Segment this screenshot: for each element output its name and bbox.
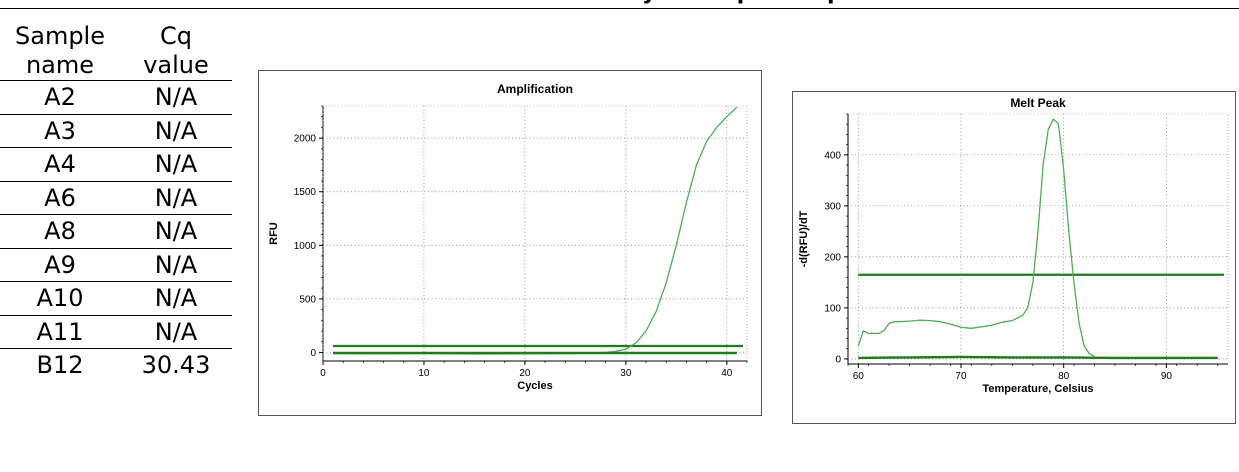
melt-peak-y-tick-label: 0 <box>835 354 841 365</box>
amplification-title: Amplification <box>497 82 573 96</box>
amplification-plot-frame <box>322 105 748 362</box>
amplification-y-tick-label: 1500 <box>294 187 317 198</box>
amplification-y-tick-label: 1000 <box>294 241 317 252</box>
amplification-x-tick-label: 20 <box>519 368 531 379</box>
page-heading: ssual RT-PCR data analysis in qPCR repor… <box>0 0 1239 9</box>
sample-name-cell: A10 <box>0 281 120 316</box>
cq-value-cell: N/A <box>120 80 232 115</box>
table-header-row: Sample name Cq value <box>0 22 232 81</box>
sample-name-cell: A3 <box>0 114 120 148</box>
sample-name-cell: A6 <box>0 181 120 215</box>
table-row: A11 N/A <box>0 315 232 349</box>
cq-value-cell: N/A <box>120 281 232 316</box>
sample-name-cell: A8 <box>0 214 120 249</box>
cq-value-cell: N/A <box>120 248 232 282</box>
column-header-cq-value: Cq value <box>120 22 232 81</box>
sample-name-cell: A11 <box>0 315 120 349</box>
cq-value-cell: N/A <box>120 147 232 182</box>
table-row: A4 N/A <box>0 147 232 182</box>
cq-value-cell: N/A <box>120 315 232 349</box>
amplification-y-tick-label: 0 <box>310 348 316 359</box>
table-row: A9 N/A <box>0 248 232 282</box>
table-row: A2 N/A <box>0 80 232 115</box>
melt-peak-x-tick-label: 90 <box>1161 371 1173 382</box>
melt-peak-y-tick-label: 100 <box>824 303 841 314</box>
sample-name-cell: B12 <box>36 351 84 380</box>
amplification-y-axis-label: RFU <box>268 222 280 245</box>
table-row: A10 N/A <box>0 281 232 316</box>
sample-name-cell: A2 <box>0 80 120 115</box>
melt-peak-x-tick-label: 60 <box>853 371 865 382</box>
table-row: B12 30.43 <box>0 349 232 382</box>
amplification-y-tick-label: 2000 <box>294 134 317 145</box>
melt-peak-y-tick-label: 300 <box>824 201 841 212</box>
table-row: A8 N/A <box>0 214 232 249</box>
melt-peak-baseline-series <box>858 355 1218 360</box>
melt-peak-x-tick-label: 70 <box>955 371 967 382</box>
amplification-x-tick-label: 10 <box>418 368 430 379</box>
sample-name-cell: A4 <box>0 147 120 182</box>
cq-value-cell: 30.43 <box>141 351 211 380</box>
melt-peak-y-tick-label: 200 <box>824 252 841 263</box>
melt-peak-x-axis-label: Temperature, Celsius <box>982 383 1093 395</box>
melt-peak-sample-curve <box>857 118 1095 357</box>
melt-peak-y-tick-label: 400 <box>824 150 841 161</box>
amplification-x-axis-label: Cycles <box>517 380 552 392</box>
melt-peak-title: Melt Peak <box>1010 96 1066 110</box>
amplification-y-tick-label: 500 <box>299 294 316 305</box>
cq-value-cell: N/A <box>120 214 232 249</box>
amplification-sample-curve <box>333 106 738 355</box>
melt-peak-x-tick-label: 80 <box>1058 371 1070 382</box>
column-header-sample-name: Sample name <box>0 22 120 81</box>
melt-peak-plot-frame <box>847 113 1229 365</box>
sample-name-cell: A9 <box>0 248 120 282</box>
cq-value-cell: N/A <box>120 114 232 148</box>
melt-peak-plot: Melt Peak 60 70 80 90 0 100 200 300 400 Temperatur… <box>798 96 1229 395</box>
table-row: A6 N/A <box>0 181 232 215</box>
table-row: A3 N/A <box>0 114 232 148</box>
amplification-chart: Amplification 0 10 20 30 40 0 500 1000 1500 2000 Cy… <box>258 70 762 416</box>
amplification-x-tick-label: 0 <box>320 368 326 379</box>
cq-value-cell: N/A <box>120 181 232 215</box>
amplification-plot: Amplification 0 10 20 30 40 0 500 1000 1500 2000 Cy… <box>268 82 748 392</box>
amplification-x-tick-label: 40 <box>721 368 733 379</box>
amplification-x-tick-label: 30 <box>620 368 632 379</box>
melt-peak-chart: Melt Peak 60 70 80 90 0 100 200 300 400 Temperatur… <box>792 91 1236 424</box>
sample-table: Sample name Cq value A2 N/A A3 N/A A4 N/A A6 N… <box>0 22 232 382</box>
melt-peak-y-axis-label: -d(RFU)/dT <box>798 210 810 267</box>
